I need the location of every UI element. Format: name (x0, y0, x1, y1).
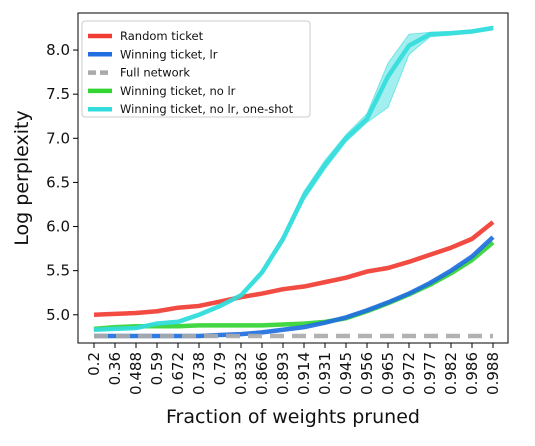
y-tick-label: 6.0 (46, 218, 70, 236)
series-line-0 (93, 220, 495, 318)
x-tick-label: 0.972 (400, 352, 418, 395)
plot-frame (77, 12, 509, 344)
y-tick-label: 8.0 (46, 41, 70, 59)
y-tick-label: 5.5 (46, 262, 70, 280)
y-tick-label: 7.5 (46, 85, 70, 103)
x-tick-label: 0.977 (421, 352, 439, 395)
series-layer (93, 25, 495, 339)
y-tick-label: 6.5 (46, 173, 70, 191)
legend-box (81, 20, 311, 118)
x-tick-label: 0.914 (295, 352, 313, 395)
x-tick-label: 0.738 (190, 352, 208, 395)
x-tick-label: 0.488 (127, 352, 145, 395)
x-axis: 0.2 0.36 0.488 0.59 0.672 0.738 0.79 0.832 0.866… (85, 343, 502, 395)
x-tick-label: 0.59 (148, 352, 166, 385)
x-tick-label: 0.866 (253, 352, 271, 395)
x-tick-label: 0.931 (316, 352, 334, 395)
y-tick-label: 5.0 (46, 306, 70, 324)
x-tick-label: 0.986 (463, 352, 481, 395)
x-tick-label: 0.956 (358, 352, 376, 395)
x-axis-title: Fraction of weights pruned (166, 406, 420, 428)
x-tick-label: 0.2 (85, 352, 103, 376)
series-line-4 (93, 25, 494, 333)
legend-label: Random ticket (120, 29, 204, 43)
x-tick-label: 0.965 (379, 352, 397, 395)
legend-label: Winning ticket, no lr (120, 84, 236, 98)
x-tick-label: 0.36 (106, 352, 124, 385)
y-axis-title: Log perplexity (11, 110, 33, 245)
x-tick-label: 0.672 (169, 352, 187, 395)
legend: Random ticket Winning ticket, lr Full netw… (81, 20, 311, 118)
x-tick-label: 0.832 (232, 352, 250, 395)
legend-label: Winning ticket, no lr, one-shot (120, 102, 294, 116)
legend-label: Winning ticket, lr (120, 47, 218, 61)
x-tick-label: 0.988 (484, 352, 502, 395)
x-tick-label: 0.893 (274, 352, 292, 395)
x-tick-label: 0.982 (442, 352, 460, 395)
y-tick-label: 7.0 (46, 129, 70, 147)
x-tick-label: 0.79 (211, 352, 229, 385)
x-tick-label: 0.945 (337, 352, 355, 395)
legend-label: Full network (120, 66, 190, 80)
y-axis: 5.0 5.5 6.0 6.5 7.0 7.5 8.0 (46, 41, 78, 324)
